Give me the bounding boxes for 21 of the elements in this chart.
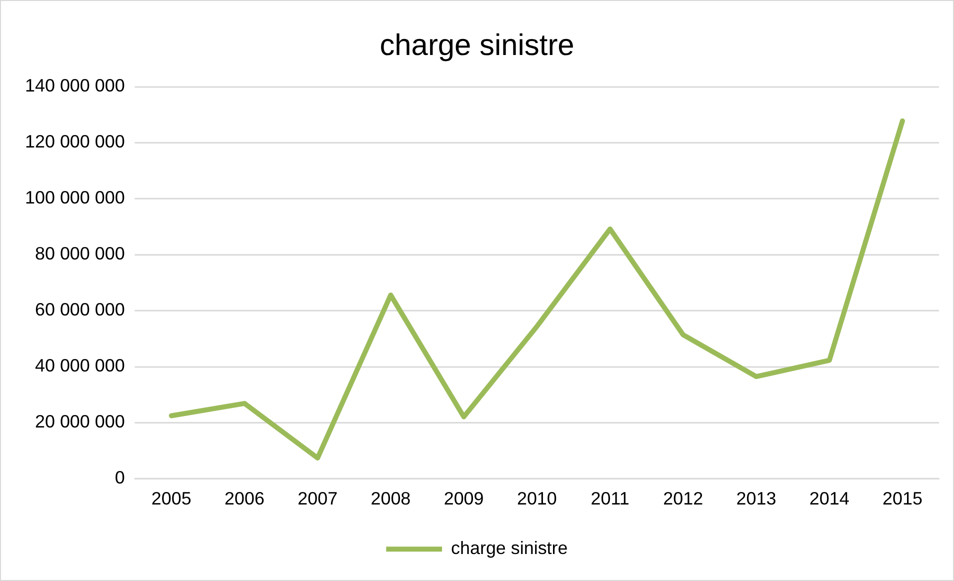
- x-tick-label: 2007: [298, 488, 338, 508]
- x-tick-label: 2011: [590, 488, 630, 508]
- x-tick-label: 2009: [444, 488, 484, 508]
- y-tick-label: 120 000 000: [25, 132, 125, 152]
- x-tick-label: 2014: [809, 488, 850, 508]
- y-tick-label: 140 000 000: [25, 76, 125, 96]
- legend-label: charge sinistre: [451, 538, 568, 558]
- x-tick-label: 2013: [736, 488, 776, 508]
- y-tick-label: 100 000 000: [25, 188, 125, 208]
- x-tick-label: 2005: [151, 488, 192, 508]
- x-tick-label: 2015: [882, 488, 922, 508]
- y-tick-label: 40 000 000: [34, 356, 125, 376]
- x-tick-label: 2012: [663, 488, 704, 508]
- x-tick-label: 2008: [370, 488, 411, 508]
- x-tick-label: 2006: [224, 488, 264, 508]
- chart-title: charge sinistre: [380, 29, 574, 62]
- y-tick-label: 0: [114, 468, 125, 488]
- y-tick-label: 60 000 000: [34, 300, 125, 320]
- y-tick-label: 20 000 000: [34, 412, 125, 432]
- y-tick-label: 80 000 000: [34, 244, 125, 264]
- x-tick-label: 2010: [516, 488, 557, 508]
